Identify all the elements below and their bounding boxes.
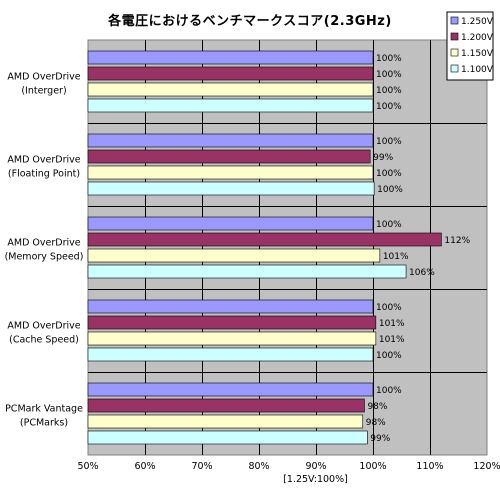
x-tick-label: 110% xyxy=(416,461,443,472)
category-label: PCMark Vantage xyxy=(5,404,83,415)
legend-swatch xyxy=(450,16,459,25)
bar xyxy=(87,133,374,148)
data-label: 100% xyxy=(376,102,402,112)
bar xyxy=(87,315,377,330)
legend-swatch xyxy=(450,32,459,41)
data-label: 101% xyxy=(379,319,405,329)
bar xyxy=(87,264,407,279)
data-label: 100% xyxy=(376,220,402,230)
x-tick-label: 60% xyxy=(134,461,155,472)
x-tick-label: 50% xyxy=(77,461,98,472)
legend-entry: 1.100V xyxy=(461,65,494,75)
bar xyxy=(87,82,374,97)
bar xyxy=(87,382,374,397)
bar xyxy=(87,248,381,263)
data-label: 100% xyxy=(376,351,402,361)
bar xyxy=(87,181,375,196)
data-label: 100% xyxy=(376,169,402,179)
data-label: 100% xyxy=(376,137,402,147)
bar xyxy=(87,331,377,346)
bar xyxy=(87,149,371,164)
chart-title: 各電圧におけるベンチマークスコア(2.3GHz) xyxy=(108,14,392,29)
category-label: (PCMarks) xyxy=(20,418,68,429)
category-label: (Floating Point) xyxy=(8,169,80,180)
legend-swatch xyxy=(450,48,459,57)
data-label: 112% xyxy=(444,236,470,246)
category-label: AMD OverDrive xyxy=(7,321,80,332)
data-label: 100% xyxy=(376,386,402,396)
bar xyxy=(87,98,374,113)
bar xyxy=(87,232,442,247)
x-tick-label: 70% xyxy=(191,461,212,472)
x-tick-label: 80% xyxy=(248,461,269,472)
category-label: (Cache Speed) xyxy=(9,335,79,346)
legend-entry: 1.150V xyxy=(461,49,494,59)
data-label: 100% xyxy=(376,86,402,96)
data-label: 98% xyxy=(366,418,386,428)
bar xyxy=(87,347,374,362)
data-label: 101% xyxy=(383,252,409,262)
data-label: 99% xyxy=(373,153,393,163)
data-label: 99% xyxy=(370,434,390,444)
category-label: AMD OverDrive xyxy=(7,72,80,83)
category-label: AMD OverDrive xyxy=(7,238,80,249)
category-label: (Memory Speed) xyxy=(5,252,84,263)
x-tick-label: 100% xyxy=(359,461,386,472)
data-label: 100% xyxy=(376,70,402,80)
data-label: 100% xyxy=(376,54,402,64)
bar xyxy=(87,165,374,180)
data-label: 101% xyxy=(379,335,405,345)
legend-swatch xyxy=(450,64,459,73)
bar xyxy=(87,430,368,445)
bar xyxy=(87,50,374,65)
bar xyxy=(87,66,374,81)
x-tick-label: 90% xyxy=(305,461,326,472)
category-label: AMD OverDrive xyxy=(7,155,80,166)
x-tick-label: 120% xyxy=(473,461,500,472)
x-axis-label: [1.25V:100%] xyxy=(283,474,348,485)
bar xyxy=(87,299,374,314)
legend-entry: 1.250V xyxy=(461,17,494,27)
bar xyxy=(87,414,364,429)
data-label: 100% xyxy=(377,185,403,195)
data-label: 100% xyxy=(376,303,402,313)
bar xyxy=(87,216,374,231)
category-label: (Interger) xyxy=(21,86,66,97)
data-label: 106% xyxy=(409,268,435,278)
data-label: 98% xyxy=(367,402,387,412)
legend-entry: 1.200V xyxy=(461,33,494,43)
bar xyxy=(87,398,365,413)
